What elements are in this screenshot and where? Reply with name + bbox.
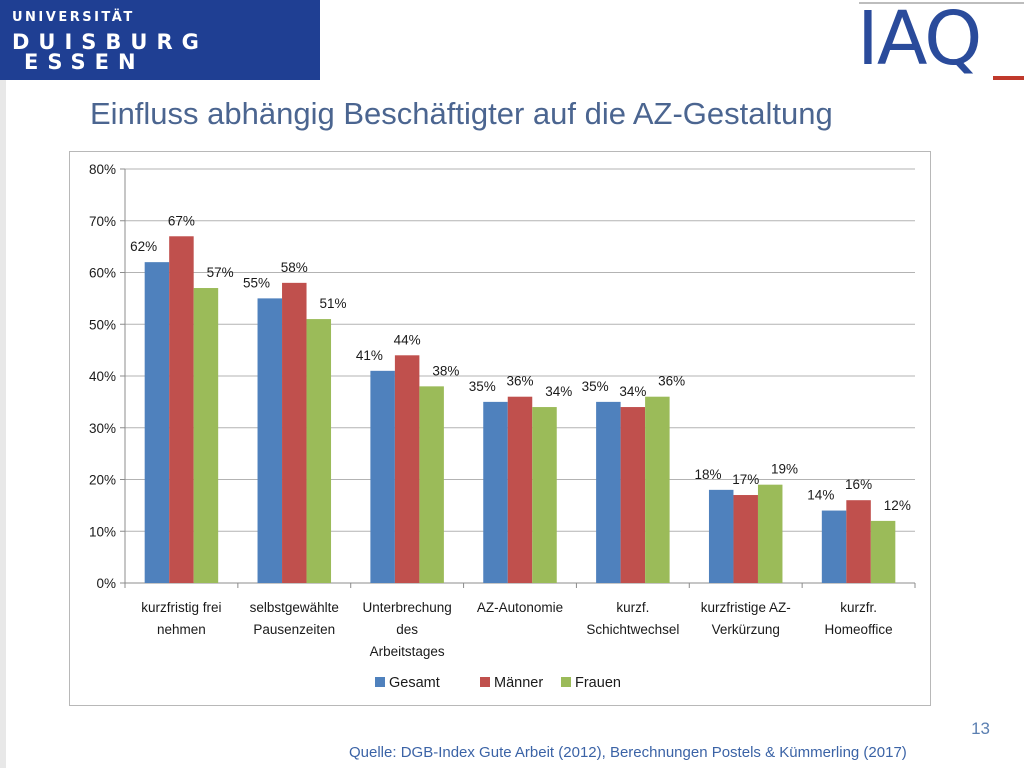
value-label: 36% xyxy=(658,374,685,389)
value-label: 18% xyxy=(694,467,721,482)
bar-männer xyxy=(846,500,871,583)
value-label: 55% xyxy=(243,275,270,290)
bar-gesamt xyxy=(708,489,734,583)
value-label: 34% xyxy=(545,384,572,399)
category-label: Arbeitstages xyxy=(370,644,445,659)
left-divider xyxy=(0,80,6,768)
legend-label: Männer xyxy=(494,675,543,691)
value-label: 36% xyxy=(506,374,533,389)
iaq-logo-top-rule xyxy=(859,2,1024,4)
legend-swatch xyxy=(375,677,385,687)
y-tick-label: 50% xyxy=(89,317,116,332)
value-label: 38% xyxy=(432,363,459,378)
y-tick-label: 0% xyxy=(96,576,116,591)
bar-frauen xyxy=(645,396,670,583)
university-logo-line-1: UNIVERSITÄT xyxy=(12,10,135,25)
category-label: kurzf. xyxy=(616,600,649,615)
value-label: 57% xyxy=(207,265,234,280)
y-tick-label: 80% xyxy=(89,162,116,177)
legend-swatch xyxy=(561,677,571,687)
iaq-logo: IAQ xyxy=(855,0,1024,82)
value-label: 19% xyxy=(771,462,798,477)
iaq-logo-text: IAQ xyxy=(857,0,982,82)
value-label: 58% xyxy=(281,260,308,275)
category-label: Pausenzeiten xyxy=(253,622,335,637)
category-label: nehmen xyxy=(157,622,206,637)
university-logo-line-3: ESSEN xyxy=(24,50,145,74)
category-label: kurzfr. xyxy=(840,600,877,615)
bar-gesamt xyxy=(596,401,621,583)
slide-title: Einfluss abhängig Beschäftigter auf die … xyxy=(90,96,833,131)
legend-label: Frauen xyxy=(575,675,621,691)
value-label: 16% xyxy=(845,477,872,492)
bar-chart: 0% 10% 20% 30% 40% 50% 60% 70% 80% 62% 67% 57% kurzf… xyxy=(89,162,916,691)
bar-männer xyxy=(282,282,307,583)
value-label: 35% xyxy=(469,379,496,394)
category-label: selbstgewählte xyxy=(250,600,339,615)
category-label: kurzfristig frei xyxy=(141,600,221,615)
bar-frauen xyxy=(870,520,896,583)
bar-gesamt xyxy=(821,510,847,583)
bar-gesamt xyxy=(257,298,283,583)
y-tick-label: 70% xyxy=(89,214,116,229)
legend-label: Gesamt xyxy=(389,675,440,691)
category-label: Verkürzung xyxy=(712,622,780,637)
bar-männer xyxy=(620,407,646,583)
category-label: kurzfristige AZ- xyxy=(701,600,791,615)
value-label: 17% xyxy=(732,472,759,487)
y-tick-label: 10% xyxy=(89,524,116,539)
bar-frauen xyxy=(193,288,219,583)
legend-swatch xyxy=(480,677,490,687)
page-number: 13 xyxy=(971,719,990,738)
y-tick-label: 20% xyxy=(89,473,116,488)
bar-männer xyxy=(507,396,533,583)
category-label: Schichtwechsel xyxy=(586,622,679,637)
bar-gesamt xyxy=(370,370,395,583)
source-note: Quelle: DGB-Index Gute Arbeit (2012), Be… xyxy=(349,744,907,761)
bar-männer xyxy=(169,236,194,583)
category-label: des xyxy=(396,622,418,637)
bar-frauen xyxy=(306,319,332,583)
iaq-logo-accent xyxy=(993,76,1024,80)
y-tick-label: 40% xyxy=(89,369,116,384)
bar-gesamt xyxy=(144,262,170,583)
value-label: 14% xyxy=(807,488,834,503)
y-tick-label: 60% xyxy=(89,266,116,281)
value-label: 67% xyxy=(168,213,195,228)
bar-frauen xyxy=(757,484,783,583)
value-label: 12% xyxy=(884,498,911,513)
bar-männer xyxy=(394,355,420,583)
value-label: 35% xyxy=(582,379,609,394)
category-label: Unterbrechung xyxy=(362,600,451,615)
y-tick-label: 30% xyxy=(89,421,116,436)
university-logo-line-2: DUISBURG xyxy=(12,30,208,54)
value-label: 41% xyxy=(356,348,383,363)
value-label: 51% xyxy=(320,296,347,311)
value-label: 44% xyxy=(394,332,421,347)
category-label: Homeoffice xyxy=(825,622,893,637)
university-logo: UNIVERSITÄT DUISBURG ESSEN xyxy=(0,0,320,80)
bar-frauen xyxy=(532,407,557,583)
category-label: AZ-Autonomie xyxy=(477,600,563,615)
bar-gesamt xyxy=(483,401,508,583)
chart-frame: 0% 10% 20% 30% 40% 50% 60% 70% 80% 62% 67% 57% kurzf… xyxy=(69,151,931,706)
value-label: 62% xyxy=(130,239,157,254)
bar-frauen xyxy=(419,386,444,583)
value-label: 34% xyxy=(619,384,646,399)
bar-männer xyxy=(733,495,758,583)
